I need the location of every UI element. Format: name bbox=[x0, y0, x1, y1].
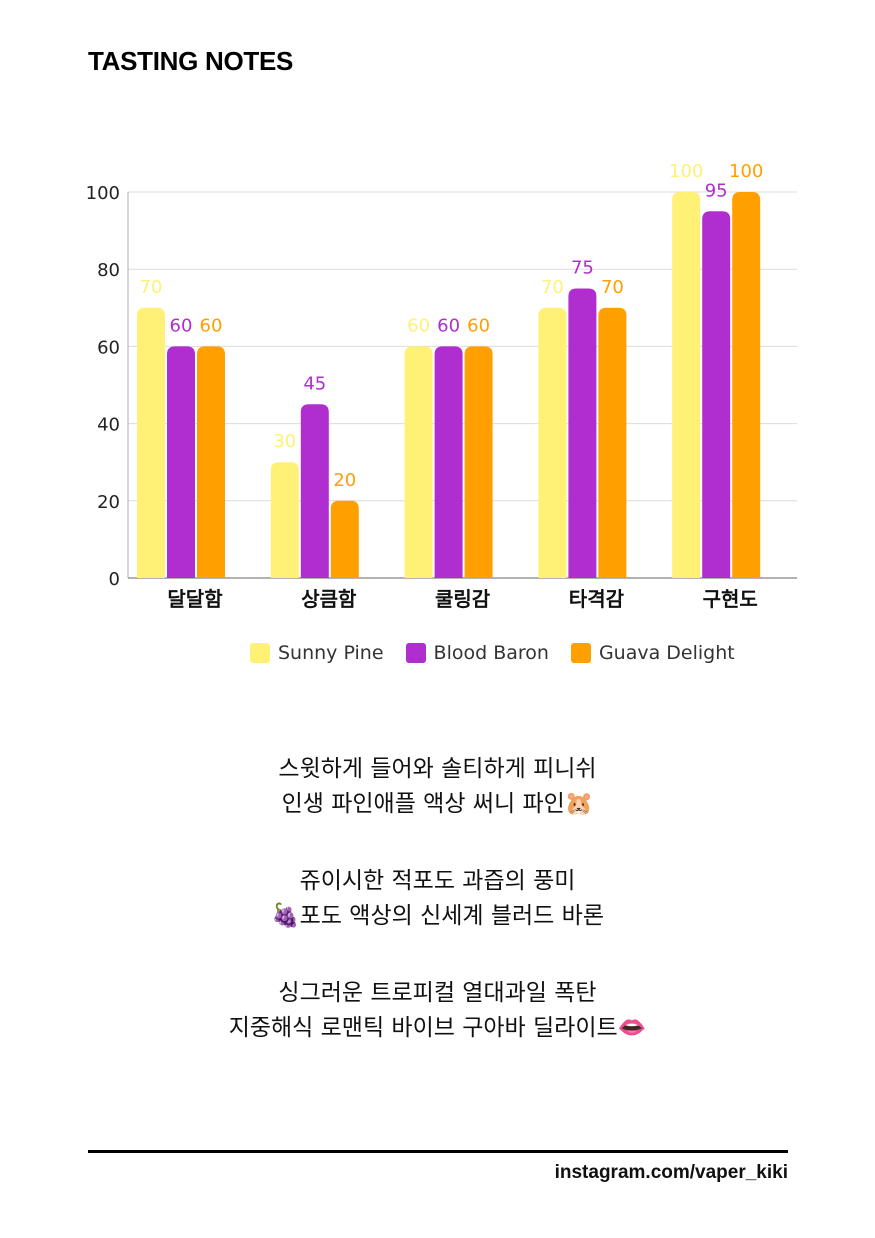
bar bbox=[672, 192, 701, 578]
note-line: 🍇포도 액상의 신세계 블러드 바론 bbox=[271, 903, 604, 929]
legend-item-guava-delight: Guava Delight bbox=[570, 642, 735, 664]
bar bbox=[300, 404, 329, 578]
footer-divider bbox=[88, 1150, 788, 1153]
data-label: 100 bbox=[669, 161, 703, 182]
legend-label-sunny-pine: Sunny Pine bbox=[278, 642, 384, 664]
note-guava-delight: 싱그러운 트로피컬 열대과일 폭탄 지중해식 로맨틱 바이브 구아바 딜라이트👄 bbox=[0, 976, 875, 1046]
instagram-handle[interactable]: instagram.com/vaper_kiki bbox=[554, 1162, 788, 1183]
chart-legend: Sunny Pine Blood Baron Guava Delight bbox=[250, 642, 735, 664]
note-blood-baron: 쥬이시한 적포도 과즙의 풍미 🍇포도 액상의 신세계 블러드 바론 bbox=[0, 864, 875, 934]
data-label: 60 bbox=[407, 315, 430, 336]
legend-label-guava-delight: Guava Delight bbox=[598, 642, 735, 664]
bar bbox=[598, 307, 627, 578]
y-tick-label: 20 bbox=[97, 492, 120, 513]
tasting-notes: 스윗하게 들어와 솔티하게 피니쉬 인생 파인애플 액상 써니 파인🐹 쥬이시한… bbox=[0, 752, 875, 1088]
x-tick-label: 상큼함 bbox=[301, 587, 357, 611]
bar bbox=[167, 346, 195, 578]
page-title: TASTING NOTES bbox=[88, 46, 294, 76]
data-label: 60 bbox=[437, 315, 460, 336]
data-label: 60 bbox=[467, 315, 490, 336]
data-label: 30 bbox=[273, 431, 296, 452]
data-label: 70 bbox=[601, 277, 624, 298]
note-sunny-pine: 스윗하게 들어와 솔티하게 피니쉬 인생 파인애플 액상 써니 파인🐹 bbox=[0, 752, 875, 822]
legend-label-blood-baron: Blood Baron bbox=[433, 642, 549, 664]
note-line: 스윗하게 들어와 솔티하게 피니쉬 bbox=[278, 756, 597, 782]
bar bbox=[702, 211, 731, 579]
data-label: 75 bbox=[571, 258, 594, 279]
note-line: 싱그러운 트로피컬 열대과일 폭탄 bbox=[278, 980, 597, 1006]
x-tick-label: 구현도 bbox=[703, 587, 758, 611]
legend-swatch-blood-baron bbox=[405, 643, 426, 663]
note-line: 쥬이시한 적포도 과즙의 풍미 bbox=[299, 868, 576, 894]
data-label: 60 bbox=[170, 315, 193, 336]
y-tick-label: 80 bbox=[97, 260, 120, 281]
data-label: 45 bbox=[303, 373, 326, 394]
bar bbox=[137, 307, 165, 578]
legend-item-blood-baron: Blood Baron bbox=[405, 642, 549, 664]
bar bbox=[197, 346, 225, 578]
bar-chart: 0 20 40 60 80 100 70 60 60 달달함 30 45 20 상큼함 60 60 60 쿨링감 7… bbox=[86, 161, 797, 611]
bar bbox=[270, 462, 299, 578]
x-tick-label: 쿨링감 bbox=[435, 587, 491, 611]
data-label: 70 bbox=[541, 277, 564, 298]
legend-swatch-sunny-pine bbox=[250, 643, 270, 663]
y-tick-label: 40 bbox=[97, 415, 120, 436]
bar bbox=[330, 500, 359, 578]
data-label: 70 bbox=[140, 277, 163, 298]
y-tick-label: 60 bbox=[97, 337, 120, 358]
bar bbox=[732, 192, 761, 578]
legend-swatch-guava-delight bbox=[570, 643, 591, 663]
bar bbox=[434, 346, 463, 578]
note-line: 지중해식 로맨틱 바이브 구아바 딜라이트👄 bbox=[228, 1015, 647, 1041]
bar bbox=[568, 288, 597, 578]
data-label: 100 bbox=[729, 161, 763, 182]
data-label: 95 bbox=[705, 180, 728, 201]
bar bbox=[464, 346, 493, 578]
y-tick-label: 100 bbox=[86, 183, 120, 204]
data-label: 20 bbox=[333, 470, 356, 491]
note-line: 인생 파인애플 액상 써니 파인🐹 bbox=[281, 791, 594, 817]
x-tick-label: 달달함 bbox=[167, 587, 223, 611]
legend-item-sunny-pine: Sunny Pine bbox=[250, 642, 384, 664]
bar bbox=[538, 307, 567, 578]
x-tick-label: 타격감 bbox=[569, 587, 625, 611]
bar bbox=[404, 346, 433, 578]
data-label: 60 bbox=[200, 315, 223, 336]
y-tick-label: 0 bbox=[109, 569, 120, 590]
